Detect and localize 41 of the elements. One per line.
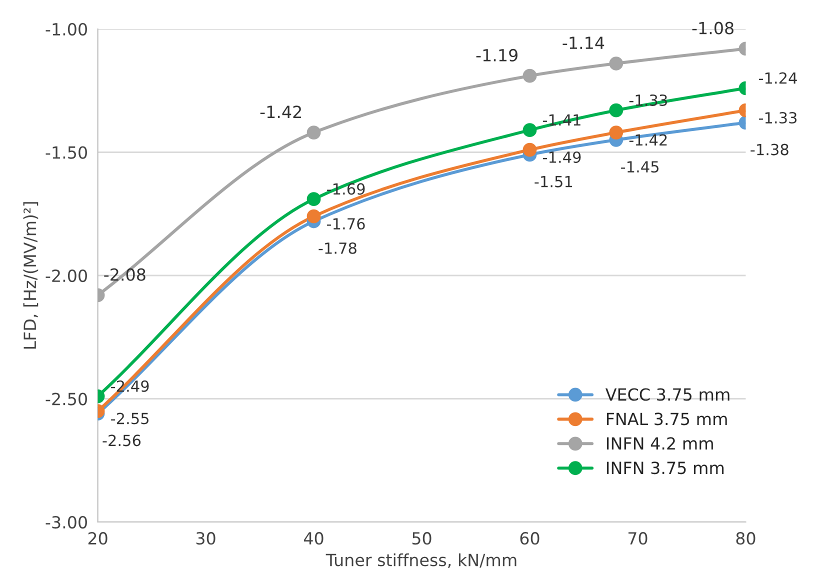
- data-label: -1.78: [318, 242, 356, 254]
- data-label: -1.33: [629, 94, 667, 106]
- legend-label: VECC 3.75 mm: [605, 388, 730, 401]
- x-tick-label: 80: [736, 532, 756, 545]
- data-label: -1.14: [562, 36, 604, 49]
- point: [522, 123, 537, 138]
- point: [609, 126, 624, 140]
- data-label: -1.33: [758, 112, 797, 124]
- data-label: -1.19: [476, 48, 518, 62]
- y-axis-title: LFD, [Hz/(MV/m)²]: [23, 202, 38, 349]
- data-label: -1.08: [692, 22, 734, 34]
- data-label: -1.42: [629, 134, 667, 146]
- point: [609, 103, 624, 118]
- y-tick-label: -2.50: [46, 392, 87, 406]
- y-tick-label: -2.00: [46, 269, 87, 282]
- data-label: -1.49: [542, 151, 581, 163]
- point: [522, 68, 537, 83]
- legend-label: FNAL 3.75 mm: [606, 412, 727, 426]
- legend-label: INFN 3.75 mm: [606, 462, 724, 474]
- data-label: -1.38: [750, 144, 788, 156]
- data-label: -1.42: [260, 106, 301, 118]
- data-label: -1.24: [758, 72, 797, 84]
- data-label: -1.45: [621, 161, 658, 173]
- point: [609, 56, 624, 70]
- y-tick-label: -3.00: [46, 516, 87, 529]
- x-tick-label: 60: [520, 532, 540, 545]
- y-tick-label: -1.00: [46, 22, 87, 36]
- data-label: -2.55: [111, 412, 148, 424]
- x-tick-label: 70: [628, 532, 648, 545]
- data-label: -2.56: [102, 434, 141, 446]
- x-tick-label: 30: [196, 532, 216, 545]
- y-tick-label: -1.50: [46, 146, 87, 159]
- data-label: -2.08: [104, 268, 146, 281]
- data-label: -1.76: [327, 218, 365, 230]
- legend-label: INFN 4.2 mm: [606, 437, 713, 450]
- x-tick-label: 20: [88, 532, 108, 545]
- x-axis-title: Tuner stiffness, kN/mm: [326, 553, 516, 568]
- x-tick-label: 40: [304, 532, 324, 545]
- data-label: -1.51: [534, 176, 572, 188]
- x-tick-label: 50: [412, 532, 432, 545]
- point: [522, 142, 537, 157]
